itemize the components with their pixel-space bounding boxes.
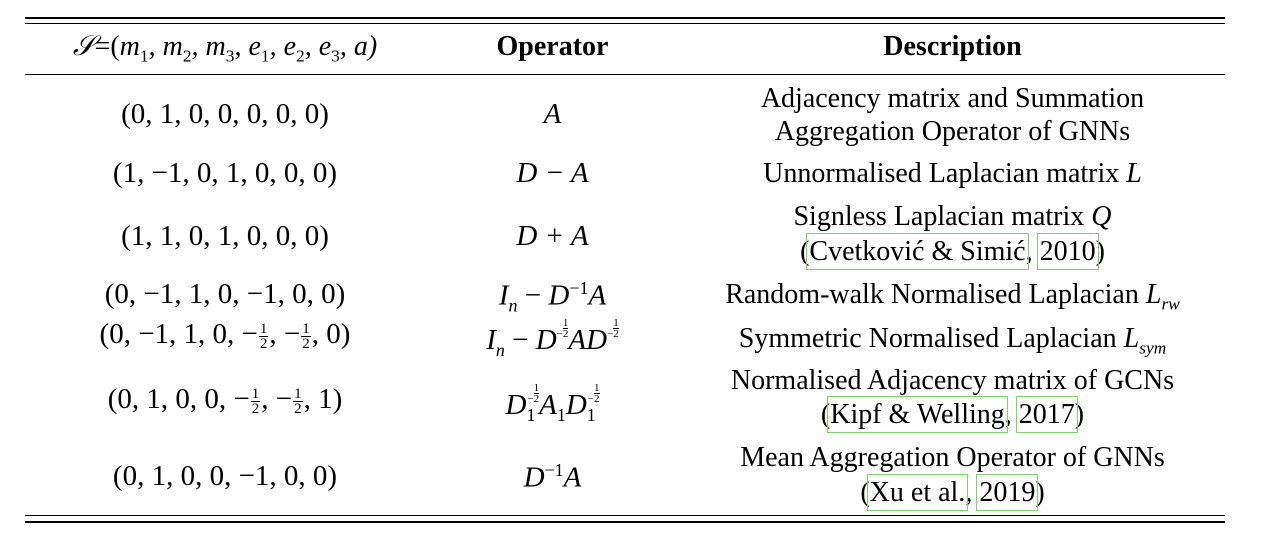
top-rule-2: [25, 23, 1225, 24]
top-rule-1: [25, 17, 1225, 19]
row7-description-line1: Mean Aggregation Operator of GNNs: [740, 442, 1165, 473]
row2-operator: D − A: [516, 157, 589, 189]
citation-link-cvetkovic[interactable]: Cvetković & Simić: [806, 233, 1029, 270]
row2-description: Unnormalised Laplacian matrix L: [763, 158, 1142, 189]
row5-description: Symmetric Normalised Laplacian Lsym: [738, 323, 1167, 358]
row1-signature: (0, 1, 0, 0, 0, 0, 0): [121, 98, 329, 130]
citation-link-2010[interactable]: 2010: [1036, 233, 1099, 270]
row1-description-line2: Aggregation Operator of GNNs: [774, 116, 1131, 147]
row3-signature: (1, 1, 0, 1, 0, 0, 0): [121, 220, 329, 252]
header-description: Description: [883, 31, 1022, 62]
citation-link-2019[interactable]: 2019: [976, 474, 1039, 511]
row1-description-line1: Adjacency matrix and Summation: [760, 83, 1145, 114]
header-signature: 𝒮=(m1, m2, m3, e1, e2, e3, a): [72, 31, 378, 66]
row1-operator: A: [543, 98, 562, 130]
citation-link-kipf[interactable]: Kipf & Welling: [827, 396, 1008, 433]
row3-operator: D + A: [516, 220, 589, 252]
citation-link-2017[interactable]: 2017: [1015, 396, 1078, 433]
header-operator: Operator: [496, 31, 609, 62]
bottom-rule-1: [25, 515, 1225, 516]
row4-description: Random-walk Normalised Laplacian Lrw: [725, 279, 1180, 314]
row5-operator: In − D− 1 2 AD− 1 2: [486, 317, 619, 360]
row6-operator: D1− 1 2 A1D1− 1 2: [505, 382, 600, 425]
row4-signature: (0, −1, 1, 0, −1, 0, 0): [104, 278, 346, 310]
row4-operator: In − D−1A: [498, 278, 607, 316]
row3-description-line1: Signless Laplacian matrix Q: [793, 201, 1112, 232]
row7-citation: (Xu et al., 2019): [860, 474, 1045, 511]
row6-citation: (Kipf & Welling, 2017): [820, 396, 1085, 433]
row7-operator: D−1A: [523, 460, 582, 494]
bottom-rule-2: [25, 521, 1225, 523]
header-rule: [25, 74, 1225, 75]
row6-signature: (0, 1, 0, 0, −1 2, −1 2, 1): [107, 383, 343, 417]
row5-signature: (0, −1, 1, 0, −1 2, −1 2, 0): [99, 318, 351, 352]
row2-signature: (1, −1, 0, 1, 0, 0, 0): [112, 157, 338, 189]
citation-link-xu[interactable]: Xu et al.: [866, 474, 969, 511]
row7-signature: (0, 1, 0, 0, −1, 0, 0): [112, 460, 338, 492]
row3-citation: (Cvetković & Simić, 2010): [800, 233, 1105, 270]
row6-description-line1: Normalised Adjacency matrix of GCNs: [730, 365, 1175, 396]
